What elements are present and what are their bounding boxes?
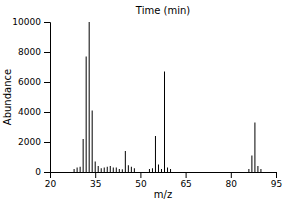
axis-line (51, 173, 277, 179)
plot-area (74, 22, 261, 172)
peak-bar (152, 168, 153, 172)
tick: 8000 (18, 47, 50, 57)
tick-mark (186, 172, 187, 178)
tick-mark (95, 172, 96, 178)
tick: 6000 (18, 77, 50, 87)
tick-label: 65 (180, 179, 191, 189)
peak-bar (164, 72, 165, 173)
peak-bar (155, 136, 156, 172)
peak-bar (80, 167, 81, 172)
tick-mark (44, 112, 50, 113)
axis-line (44, 23, 51, 173)
tick-label: 95 (271, 179, 282, 189)
peak-bar (134, 168, 135, 172)
peak-bar (89, 22, 90, 172)
peak-bar (254, 123, 255, 173)
tick-mark (44, 172, 50, 173)
tick-label: 4000 (18, 107, 41, 117)
tick-label: 8000 (18, 47, 41, 57)
peak-bar (161, 169, 162, 172)
y-axis-title: Abundance (2, 69, 13, 125)
peak-bar (260, 169, 261, 172)
tick-mark (44, 142, 50, 143)
tick: 95 (271, 172, 282, 189)
peak-bar (119, 169, 120, 172)
title: Time (min) (135, 5, 190, 16)
peak-bar (167, 168, 168, 173)
tick-label: 35 (90, 179, 101, 189)
x-axis-title: m/z (154, 189, 172, 200)
tick-label: 0 (35, 167, 41, 177)
peak-bar (170, 169, 171, 172)
tick-label: 6000 (18, 77, 41, 87)
tick-mark (44, 82, 50, 83)
peak-bar (92, 111, 93, 173)
tick: 50 (135, 172, 147, 189)
tick-mark (276, 172, 277, 178)
chart: 20 35 50 65 80 95 0 2000 4000 6000 8000 10000 Time (… (0, 0, 288, 202)
tick: 4000 (18, 107, 50, 117)
peak-bar (113, 168, 114, 173)
peak-bar (98, 166, 99, 172)
tick-label: 2000 (18, 137, 41, 147)
tick-mark (44, 52, 50, 53)
x-axis: 20 35 50 65 80 95 (45, 172, 282, 189)
tick-label: 50 (135, 179, 147, 189)
tick-mark (140, 172, 141, 178)
tick: 65 (180, 172, 191, 189)
tick: 0 (35, 167, 50, 177)
tick: 80 (226, 172, 238, 189)
peak-bar (149, 169, 150, 172)
tick-label: 80 (226, 179, 238, 189)
peak-bar (101, 168, 102, 172)
tick-mark (231, 172, 232, 178)
peak-bar (107, 167, 108, 172)
peak-bar (104, 168, 105, 173)
tick: 35 (90, 172, 101, 189)
peak-bar (122, 169, 123, 172)
peak-bar (125, 151, 126, 172)
peak-bar (110, 166, 111, 172)
tick-label: 20 (45, 179, 57, 189)
peak-bar (251, 156, 252, 173)
peak-bar (77, 168, 78, 173)
peak-bar (83, 139, 84, 172)
y-axis: 0 2000 4000 6000 8000 10000 (12, 17, 50, 177)
peak-bar (128, 165, 129, 172)
tick: 10000 (12, 17, 50, 27)
peak-bar (95, 162, 96, 173)
peak-bar (74, 169, 75, 172)
peak-bar (116, 168, 117, 173)
peak-bar (248, 169, 249, 172)
tick-mark (44, 22, 50, 23)
peak-bar (131, 167, 132, 172)
tick-label: 10000 (12, 17, 41, 27)
peak-bar (257, 166, 258, 172)
tick: 2000 (18, 137, 50, 147)
peak-bar (86, 57, 87, 173)
peak-bar (158, 165, 159, 173)
tick: 20 (45, 172, 57, 189)
